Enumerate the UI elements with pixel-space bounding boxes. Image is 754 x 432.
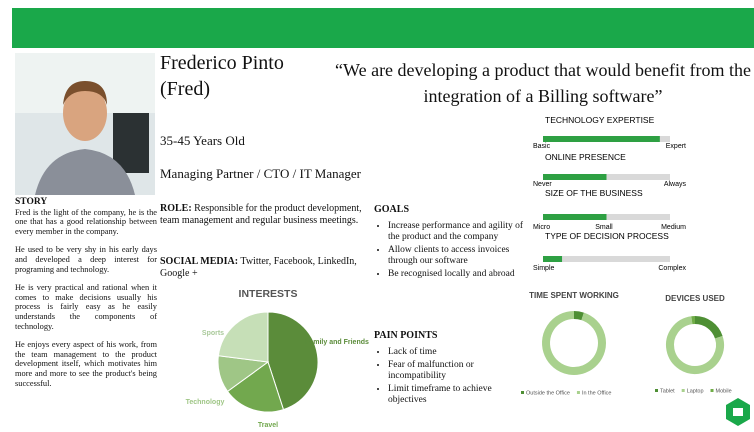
story-title: STORY bbox=[15, 197, 48, 207]
legend-label: Mobile bbox=[716, 389, 732, 395]
scale-fill bbox=[543, 256, 563, 262]
social-label: SOCIAL MEDIA: bbox=[160, 256, 239, 267]
pie-label: Technology bbox=[186, 399, 225, 406]
donut-segment bbox=[542, 311, 606, 375]
legend-swatch bbox=[521, 391, 524, 394]
scale-fill bbox=[543, 136, 660, 142]
pain-point: Fear of malfunction or incompatibility bbox=[388, 360, 526, 382]
legend-label: Outside the Office bbox=[526, 391, 570, 397]
donut-segment bbox=[694, 316, 723, 339]
pie-label: Family and Friends bbox=[305, 339, 369, 346]
pain-point: Limit timeframe to achieve objectives bbox=[388, 384, 526, 406]
scale-title: TECHNOLOGY EXPERTISE bbox=[545, 115, 655, 125]
name: Frederico Pinto bbox=[160, 52, 284, 74]
legend-swatch bbox=[655, 389, 658, 392]
scale-label: Micro bbox=[533, 224, 550, 231]
pie-slice bbox=[267, 311, 319, 411]
pain-point: Lack of time bbox=[388, 347, 526, 358]
role-label: ROLE: bbox=[160, 203, 192, 214]
scale-title: ONLINE PRESENCE bbox=[545, 152, 626, 162]
goal: Increase performance and agility of the … bbox=[388, 221, 526, 243]
story-paragraph: He used to be very shy in his early days… bbox=[15, 245, 157, 274]
scale-label: Expert bbox=[666, 143, 686, 150]
scale-track bbox=[543, 256, 670, 262]
quote: “We are developing a product that would … bbox=[335, 60, 751, 106]
pie-label: Sports bbox=[202, 330, 224, 337]
donut-segment bbox=[573, 311, 584, 321]
goal: Be recognised locally and abroad bbox=[388, 269, 526, 280]
scale-label: Small bbox=[595, 224, 613, 231]
legend-label: In the Office bbox=[582, 391, 612, 397]
legend-swatch bbox=[710, 389, 714, 392]
scale-label: Medium bbox=[661, 224, 686, 231]
age: 35-45 Years Old bbox=[160, 133, 245, 148]
story-paragraph: Fred is the light of the company, he is … bbox=[15, 207, 157, 236]
nickname: (Fred) bbox=[160, 78, 210, 100]
story-paragraph: He is very practical and rational when i… bbox=[15, 283, 157, 331]
social-media: SOCIAL MEDIA: Twitter, Facebook, LinkedI… bbox=[160, 256, 365, 280]
chart-title: INTERESTS bbox=[239, 288, 298, 300]
pain-list: Lack of time Fear of malfunction or inco… bbox=[374, 347, 526, 406]
pain-points: PAIN POINTS Lack of time Fear of malfunc… bbox=[374, 330, 526, 408]
header-bar bbox=[12, 8, 754, 48]
scale-label: Complex bbox=[658, 265, 686, 272]
goals: GOALS Increase performance and agility o… bbox=[374, 204, 526, 282]
pie-slice bbox=[217, 311, 269, 363]
role: ROLE: Responsible for the product develo… bbox=[160, 203, 365, 227]
legend-swatch bbox=[681, 389, 685, 392]
goals-list: Increase performance and agility of the … bbox=[374, 221, 526, 280]
legend-swatch bbox=[576, 391, 580, 394]
job-title: Managing Partner / CTO / IT Manager bbox=[160, 166, 361, 181]
scale-label: Never bbox=[533, 181, 552, 188]
donut-segment bbox=[666, 316, 724, 374]
story: STORY Fred is the light of the company, … bbox=[15, 197, 157, 397]
photo bbox=[15, 53, 155, 195]
logo bbox=[726, 398, 750, 426]
goals-title: GOALS bbox=[374, 204, 410, 215]
persona-name: Frederico Pinto (Fred) bbox=[160, 50, 284, 102]
scale-label: Basic bbox=[533, 143, 551, 150]
scale-fill bbox=[543, 174, 607, 180]
chart-title: DEVICES USED bbox=[665, 294, 725, 303]
pie-label: Travel bbox=[258, 422, 278, 429]
scale-title: SIZE OF THE BUSINESS bbox=[545, 188, 643, 198]
social-text: Twitter, Facebook, LinkedIn, Google + bbox=[160, 256, 357, 279]
scale-fill bbox=[543, 214, 607, 220]
legend-label: Laptop bbox=[687, 389, 704, 395]
scale-label: Simple bbox=[533, 265, 555, 272]
legend-label: Tablet bbox=[660, 389, 675, 395]
role-text: Responsible for the product development,… bbox=[160, 203, 362, 226]
scale-label: Always bbox=[664, 181, 687, 188]
pain-title: PAIN POINTS bbox=[374, 330, 438, 341]
goal: Allow clients to access invoices through… bbox=[388, 245, 526, 267]
scale-title: TYPE OF DECISION PROCESS bbox=[545, 231, 669, 241]
pie-slice bbox=[226, 361, 285, 413]
story-paragraph: He enjoys every aspect of his work, from… bbox=[15, 340, 157, 388]
chart-title: TIME SPENT WORKING bbox=[529, 291, 619, 300]
